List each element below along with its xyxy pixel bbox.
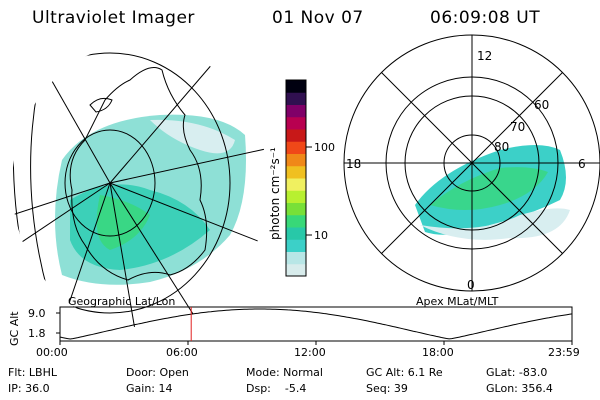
colorbar-cell xyxy=(286,263,306,277)
colorbar-cell xyxy=(286,190,306,203)
status-flt: Flt: LBHL xyxy=(8,366,57,379)
colorbar-cell xyxy=(286,251,306,265)
colorbar-cell xyxy=(286,141,306,154)
mlat-label-60: 60 xyxy=(534,98,549,112)
colorbar-cell xyxy=(286,104,306,118)
status-gcalt: GC Alt: 6.1 Re xyxy=(366,366,443,379)
status-glat: GLat: -83.0 xyxy=(486,366,548,379)
colorbar-cell xyxy=(286,80,306,93)
colorbar-cell xyxy=(286,239,306,252)
status-door: Door: Open xyxy=(126,366,189,379)
polar-panel-label: Apex MLat/MLT xyxy=(416,295,499,308)
altitude-curve xyxy=(59,308,573,340)
status-glon: GLon: 356.4 xyxy=(486,382,553,395)
ytick-high: 9.0 xyxy=(28,307,46,320)
colorbar-cell xyxy=(286,116,306,130)
mlt-label-6: 6 xyxy=(578,157,586,171)
xtick-1800: 18:00 xyxy=(422,346,454,359)
geo-panel-label: Geographic Lat/Lon xyxy=(68,295,176,308)
mlat-label-70: 70 xyxy=(510,120,525,134)
colorbar-cell xyxy=(286,227,306,240)
colorbar-cell xyxy=(286,178,306,191)
colorbar-cell xyxy=(286,165,306,179)
mlt-label-0: 0 xyxy=(467,278,475,292)
xtick-1200: 12:00 xyxy=(294,346,326,359)
status-gain: Gain: 14 xyxy=(126,382,173,395)
altitude-ylabel: GC Alt xyxy=(8,311,21,346)
mlat-label-80: 80 xyxy=(494,140,509,154)
colorbar-cell xyxy=(286,92,306,105)
colorbar-cell xyxy=(286,129,306,142)
coastline xyxy=(69,67,208,281)
xtick-0600: 06:00 xyxy=(166,346,198,359)
time-label: 06:09:08 UT xyxy=(430,8,541,28)
instrument-title: Ultraviolet Imager xyxy=(32,8,195,28)
status-seq: Seq: 39 xyxy=(366,382,408,395)
ytick-low: 1.8 xyxy=(28,327,46,340)
status-mode: Mode: Normal xyxy=(246,366,323,379)
colorbar-tick-100: 100 xyxy=(314,141,335,154)
mlt-label-12: 12 xyxy=(477,49,492,63)
colorbar-tick-10: 10 xyxy=(314,229,328,242)
colorbar-cell xyxy=(286,214,306,228)
colorbar-cell xyxy=(286,202,306,216)
status-dsp: Dsp: -5.4 xyxy=(246,382,307,395)
polar-emission-region xyxy=(415,145,570,240)
colorbar-unit-label: photon cm⁻²s⁻¹ xyxy=(268,147,282,240)
xtick-2359: 23:59 xyxy=(548,346,580,359)
mlt-label-18: 18 xyxy=(346,157,361,171)
colorbar-cell xyxy=(286,153,306,167)
xtick-0000: 00:00 xyxy=(36,346,68,359)
date-label: 01 Nov 07 xyxy=(272,8,364,28)
status-ip: IP: 36.0 xyxy=(8,382,50,395)
